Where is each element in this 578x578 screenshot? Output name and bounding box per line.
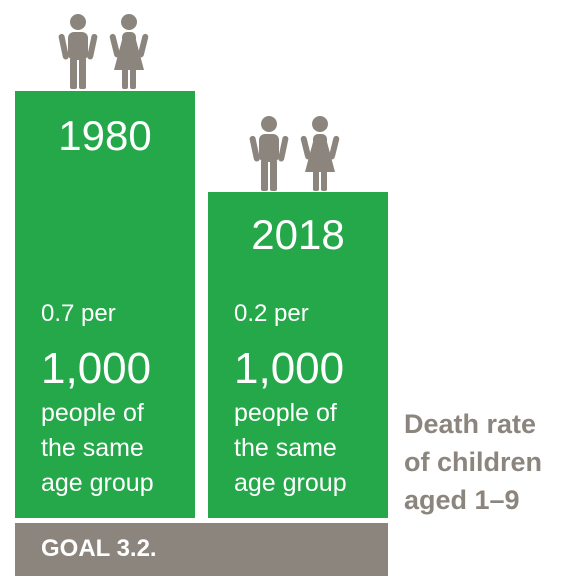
- goal-label: GOAL 3.2.: [41, 535, 157, 562]
- boy-icon: [58, 14, 98, 89]
- bar-1980: 1980 0.7 per 1,000 people of the same ag…: [15, 91, 195, 518]
- unit-big: 1,000: [41, 344, 152, 393]
- data-label: 0.2 per: [234, 300, 309, 327]
- goal-banner: GOAL 3.2.: [15, 523, 388, 576]
- girl-icon: [300, 116, 340, 191]
- chart-title: Death rate of children aged 1–9: [404, 409, 543, 515]
- boy-icon: [249, 116, 289, 191]
- girl-icon: [109, 14, 149, 89]
- children-icons-2018: [247, 116, 343, 192]
- category-label: 2018: [251, 211, 345, 258]
- children-icons-1980: [56, 14, 152, 90]
- unit-big: 1,000: [234, 344, 345, 393]
- data-label: 0.7 per: [41, 300, 116, 327]
- category-label: 1980: [58, 112, 152, 159]
- unit-suffix: people of the same age group: [41, 399, 154, 497]
- unit-suffix: people of the same age group: [234, 399, 347, 497]
- bar-2018: 2018 0.2 per 1,000 people of the same ag…: [208, 192, 388, 518]
